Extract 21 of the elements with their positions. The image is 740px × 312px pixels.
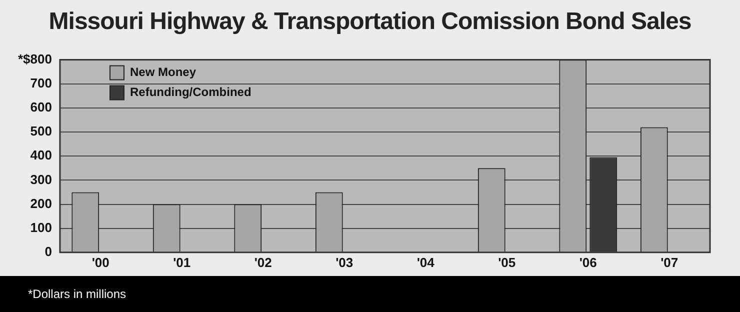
x-tick-label: '02 — [254, 254, 272, 270]
y-tick-label: 200 — [30, 196, 52, 211]
x-tick-label: '04 — [416, 254, 436, 270]
text: *Dollars in millions — [28, 287, 126, 301]
x-tick-label: '06 — [579, 254, 597, 270]
y-tick-label: 700 — [30, 75, 52, 90]
y-tick-label: *$800 — [18, 51, 52, 66]
y-tick-label: 600 — [30, 100, 52, 115]
legend-label: New Money — [130, 65, 196, 80]
x-tick-label: '03 — [336, 254, 354, 270]
x-tick-label: '05 — [498, 254, 516, 270]
x-tick-label: '07 — [660, 254, 678, 270]
x-tick-label: '00 — [92, 254, 110, 270]
legend-label: Refunding/Combined — [130, 85, 252, 100]
chart-title: Missouri Highway & Transportation Comission Bond Sales — [48, 7, 692, 37]
y-tick-label: 300 — [30, 172, 52, 187]
y-tick-label: 100 — [30, 220, 52, 235]
y-tick-label: 400 — [30, 148, 52, 163]
y-tick-label: 500 — [30, 124, 52, 139]
x-tick-label: '01 — [173, 254, 191, 270]
y-tick-label: 0 — [44, 244, 52, 259]
